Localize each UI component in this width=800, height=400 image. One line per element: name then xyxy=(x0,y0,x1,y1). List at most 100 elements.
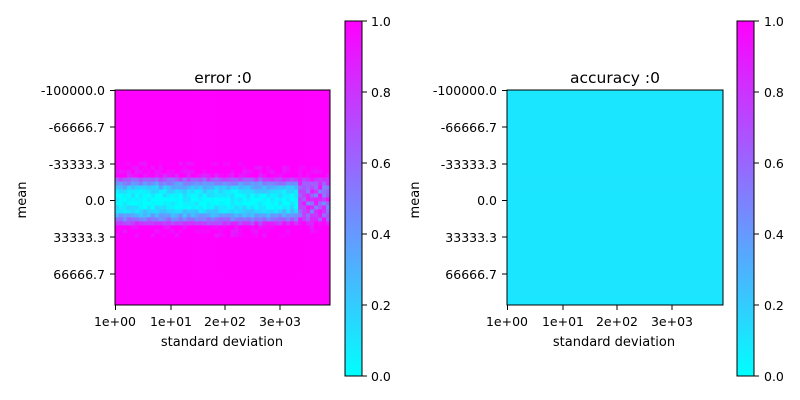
heatmap-cell xyxy=(707,157,712,163)
heatmap-cell xyxy=(627,189,632,194)
heatmap-cell xyxy=(559,221,564,226)
heatmap-cell xyxy=(154,269,160,274)
heatmap-cell xyxy=(615,133,620,139)
heatmap-cell xyxy=(118,173,124,178)
heatmap-cell xyxy=(647,221,652,226)
heatmap-cell xyxy=(194,185,199,190)
heatmap-cell xyxy=(262,125,267,131)
heatmap-cell xyxy=(667,177,672,182)
heatmap-cell xyxy=(234,117,239,123)
heatmap-cell xyxy=(126,137,132,143)
heatmap-cell xyxy=(659,177,664,182)
heatmap-cell xyxy=(659,121,664,127)
heatmap-cell xyxy=(182,169,188,174)
heatmap-cell xyxy=(178,221,184,226)
heatmap-cell xyxy=(198,157,203,163)
heatmap-cell xyxy=(583,133,588,139)
heatmap-cell xyxy=(194,101,199,107)
heatmap-cell xyxy=(214,141,219,147)
heatmap-cell xyxy=(655,161,660,166)
heatmap-cell xyxy=(266,157,271,163)
heatmap-cell xyxy=(322,269,327,274)
heatmap-cell xyxy=(115,221,120,226)
heatmap-cell xyxy=(318,281,323,286)
heatmap-cell xyxy=(322,169,327,174)
heatmap-cell xyxy=(142,165,148,170)
heatmap-cell xyxy=(226,181,231,186)
heatmap-cell xyxy=(222,153,227,159)
heatmap-cell xyxy=(270,237,275,242)
heatmap-cell xyxy=(659,233,664,238)
heatmap-cell xyxy=(290,165,295,170)
heatmap-cell xyxy=(118,189,124,194)
heatmap-cell xyxy=(162,141,168,147)
heatmap-cell xyxy=(699,173,704,178)
heatmap-cell xyxy=(242,90,247,95)
heatmap-cell xyxy=(166,277,172,282)
heatmap-cell xyxy=(651,149,656,155)
heatmap-cell xyxy=(302,157,307,163)
heatmap-cell xyxy=(511,133,516,139)
heatmap-cell xyxy=(310,93,315,99)
heatmap-cell xyxy=(246,133,251,139)
heatmap-cell xyxy=(687,97,692,103)
heatmap-cell xyxy=(142,125,148,131)
heatmap-cell xyxy=(278,129,283,135)
heatmap-cell xyxy=(186,197,191,202)
heatmap-cell xyxy=(230,189,235,194)
heatmap-cell xyxy=(198,153,203,159)
heatmap-cell xyxy=(190,145,195,151)
heatmap-cell xyxy=(182,277,188,282)
heatmap-cell xyxy=(242,273,247,278)
heatmap-cell xyxy=(234,237,239,242)
heatmap-cell xyxy=(611,177,616,182)
heatmap-cell xyxy=(587,145,592,151)
heatmap-cell xyxy=(583,93,588,99)
heatmap-cell xyxy=(190,261,195,266)
heatmap-cell xyxy=(286,105,291,111)
heatmap-cell xyxy=(158,105,164,111)
heatmap-cell xyxy=(158,253,164,258)
heatmap-cell xyxy=(314,177,319,182)
heatmap-cell xyxy=(230,297,235,302)
heatmap-cell xyxy=(314,125,319,131)
heatmap-cell xyxy=(198,277,203,282)
heatmap-cell xyxy=(122,201,128,206)
heatmap-cell xyxy=(206,177,211,182)
heatmap-cell xyxy=(142,281,148,286)
heatmap-cell xyxy=(326,253,331,258)
heatmap-cell xyxy=(290,297,295,302)
heatmap-cell xyxy=(639,177,644,182)
heatmap-cell xyxy=(671,225,676,230)
heatmap-cell xyxy=(115,173,120,178)
heatmap-cell xyxy=(154,109,160,115)
heatmap-cell xyxy=(531,213,536,218)
heatmap-cell xyxy=(635,225,640,230)
heatmap-cell xyxy=(246,297,251,302)
heatmap-cell xyxy=(282,261,287,266)
heatmap-cell xyxy=(222,213,227,218)
heatmap-cell xyxy=(583,173,588,178)
heatmap-cell xyxy=(166,129,172,135)
heatmap-cell xyxy=(150,129,156,135)
heatmap-cell xyxy=(699,105,704,111)
heatmap-cell xyxy=(310,221,315,226)
heatmap-cell xyxy=(130,161,136,166)
heatmap-cell xyxy=(142,273,148,278)
heatmap-cell xyxy=(683,109,688,115)
heatmap-cell xyxy=(667,205,672,210)
heatmap-cell xyxy=(278,293,283,298)
heatmap-cell xyxy=(150,145,156,151)
heatmap-cell xyxy=(246,185,251,190)
heatmap-cell xyxy=(134,233,140,238)
heatmap-cell xyxy=(158,137,164,143)
heatmap-cell xyxy=(326,101,331,107)
heatmap-cell xyxy=(238,161,243,166)
heatmap-cell xyxy=(667,117,672,123)
heatmap-cell xyxy=(298,117,303,123)
heatmap-cell xyxy=(206,249,211,254)
heatmap-cell xyxy=(531,153,536,159)
heatmap-cell xyxy=(683,141,688,147)
error-colorbar-tick-label: 0.4 xyxy=(371,227,391,242)
heatmap-cell xyxy=(162,257,168,262)
